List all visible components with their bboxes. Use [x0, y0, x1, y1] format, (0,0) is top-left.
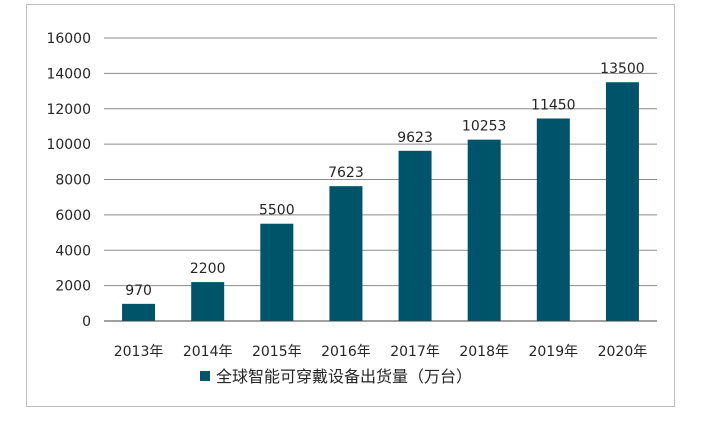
y-tick-label: 0: [82, 314, 91, 330]
y-tick-label: 12000: [46, 102, 91, 118]
data-label: 13500: [600, 61, 645, 77]
x-tick-label: 2018年: [459, 344, 509, 360]
x-tick-label: 2016年: [321, 344, 371, 360]
y-tick-label: 16000: [46, 31, 91, 47]
data-label: 5500: [259, 203, 295, 219]
x-tick-label: 2019年: [528, 344, 578, 360]
y-tick-label: 14000: [46, 66, 91, 82]
bar: [398, 150, 432, 321]
bar: [536, 118, 570, 322]
x-tick-label: 2013年: [114, 344, 164, 360]
bar: [605, 82, 639, 321]
data-label: 11450: [531, 97, 576, 113]
gridlines: [104, 37, 657, 287]
x-tick-label: 2017年: [390, 344, 440, 360]
bar: [191, 282, 225, 321]
legend-swatch: [200, 371, 210, 381]
labels: 0 2000 4000 6000 8000 10000 12000 14000 16000 970…: [46, 31, 647, 360]
y-tick-label: 4000: [55, 243, 91, 259]
y-tick-label: 8000: [55, 173, 91, 189]
bar: [122, 303, 156, 321]
x-tick-label: 2014年: [183, 344, 233, 360]
y-tick-label: 10000: [46, 137, 91, 153]
bar: [260, 223, 294, 321]
bar: [467, 139, 501, 321]
bars: [122, 82, 639, 322]
legend: 全球智能可穿戴设备出货量（万台）: [200, 367, 472, 386]
data-label: 10253: [462, 119, 507, 135]
x-tick-label: 2015年: [252, 344, 302, 360]
data-label: 7623: [328, 165, 364, 181]
legend-label: 全球智能可穿戴设备出货量（万台）: [216, 367, 472, 386]
y-tick-label: 2000: [55, 279, 91, 295]
y-tick-label: 6000: [55, 208, 91, 224]
data-label: 2200: [190, 261, 226, 277]
x-tick-label: 2020年: [598, 344, 648, 360]
bar: [329, 186, 363, 321]
data-label: 9623: [397, 130, 433, 146]
data-label: 970: [125, 283, 152, 299]
